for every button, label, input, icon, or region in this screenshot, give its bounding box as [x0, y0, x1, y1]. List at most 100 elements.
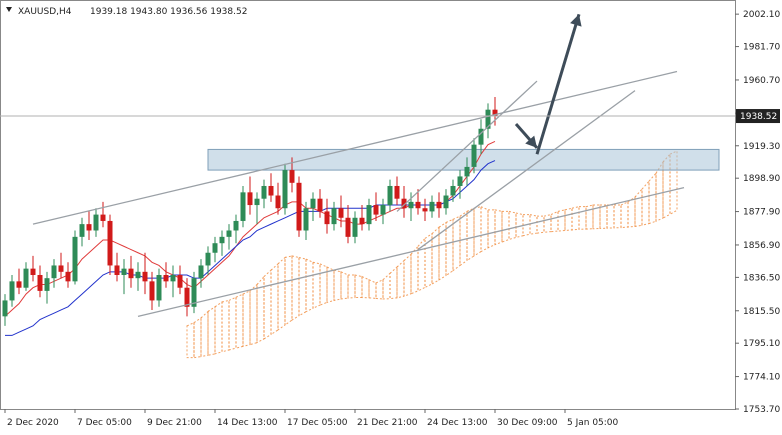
candle-body	[296, 182, 302, 231]
candle	[401, 185, 407, 218]
candle	[261, 179, 267, 209]
price-badge	[736, 109, 780, 124]
ichimoku-cloud-segment	[529, 213, 538, 235]
ichimoku-cloud-segment	[494, 209, 503, 246]
ichimoku-cloud-segment	[592, 204, 601, 230]
candle	[338, 195, 344, 228]
candle	[282, 163, 288, 215]
candle-body	[247, 192, 253, 206]
ichimoku-cloud-segment	[249, 283, 258, 346]
candle	[345, 205, 351, 244]
ichimoku-cloud-segment	[312, 261, 321, 310]
candle-body	[184, 287, 190, 307]
ichimoku-cloud-segment	[207, 305, 216, 356]
candle-body	[135, 271, 141, 279]
candle-body	[44, 278, 50, 291]
candle-body	[443, 195, 449, 209]
ichimoku-cloud-segment	[627, 196, 636, 228]
candle-body	[387, 185, 393, 206]
plot-border	[0, 0, 736, 410]
price-badge-label: 1938.52	[740, 112, 777, 122]
ichimoku-cloud-segment	[473, 206, 482, 257]
ichimoku-cloud-segment	[452, 215, 461, 272]
x-tick-label: 24 Dec 13:00	[427, 418, 488, 428]
candle-body	[261, 185, 267, 199]
forecast-arrow-shaft	[535, 13, 581, 155]
ichimoku-cloud-segment	[270, 262, 279, 336]
candle	[198, 259, 204, 288]
candle-body	[212, 243, 218, 253]
candle-body	[233, 220, 239, 231]
ichimoku-cloud-segment	[641, 179, 650, 226]
candle-body	[471, 144, 477, 167]
candle	[352, 211, 358, 244]
candle	[226, 224, 232, 250]
symbol-label: XAUUSD,H4	[18, 7, 72, 17]
candle-body	[114, 265, 120, 275]
candle	[436, 192, 442, 218]
candle-body	[16, 281, 22, 288]
trendline-channel-upper	[32, 70, 678, 225]
y-tick-label: 1919.30	[743, 142, 780, 152]
candle	[149, 271, 155, 310]
ichimoku-cloud-segment	[326, 266, 335, 304]
ichimoku-cloud-segment	[375, 278, 384, 300]
candle-body	[30, 268, 36, 275]
candle	[79, 217, 85, 247]
ichimoku-cloud-segment	[263, 269, 272, 340]
ichimoku-cloud-segment	[214, 301, 223, 355]
candle	[177, 265, 183, 295]
candle	[93, 208, 99, 237]
candle	[471, 138, 477, 174]
candle	[58, 252, 64, 279]
ichimoku-cloud-segment	[298, 256, 307, 317]
candle-body	[408, 201, 414, 209]
ichimoku-cloud-segment	[571, 206, 580, 231]
ichimoku-cloud-segment	[578, 206, 587, 230]
x-tick-label: 7 Dec 05:00	[77, 418, 132, 428]
candle-body	[415, 201, 421, 209]
candle	[128, 255, 134, 288]
candle-body	[345, 217, 351, 237]
ichimoku-cloud-segment	[487, 209, 496, 249]
candle-body	[191, 278, 197, 307]
y-tick-label: 1774.10	[743, 373, 780, 383]
candle	[366, 198, 372, 231]
y-tick-label: 1877.90	[743, 208, 780, 218]
candle	[107, 214, 113, 275]
candle	[373, 192, 379, 221]
candle	[121, 259, 127, 295]
x-tick-label: 30 Dec 09:00	[497, 418, 558, 428]
ichimoku-cloud-segment	[536, 215, 545, 234]
ichimoku-cloud-segment	[585, 204, 594, 230]
ichimoku-cloud-segment	[599, 204, 608, 229]
candle	[408, 192, 414, 221]
candle	[72, 230, 78, 285]
candle-body	[86, 224, 92, 231]
candle	[170, 265, 176, 298]
candle	[394, 176, 400, 206]
candle-body	[401, 198, 407, 209]
candle	[163, 262, 169, 288]
candle-body	[51, 265, 57, 279]
candle	[247, 176, 253, 215]
ichimoku-cloud-segment	[389, 265, 398, 300]
dropdown-triangle-icon[interactable]	[6, 7, 12, 12]
candle	[212, 236, 218, 263]
y-tick-label: 2002.10	[743, 10, 780, 20]
candle-body	[268, 185, 274, 196]
candle	[275, 182, 281, 215]
candle-body	[163, 274, 169, 282]
candle-body	[2, 300, 8, 317]
candle-body	[310, 198, 316, 209]
ichimoku-cloud-segment	[620, 201, 629, 229]
candle	[324, 198, 330, 234]
y-tick-label: 1815.50	[743, 307, 780, 317]
ichimoku-cloud-segment	[508, 210, 517, 241]
candle	[457, 170, 463, 199]
candle-body	[422, 208, 428, 212]
candle-body	[478, 128, 484, 145]
candle	[303, 201, 309, 241]
candle-body	[37, 274, 43, 291]
